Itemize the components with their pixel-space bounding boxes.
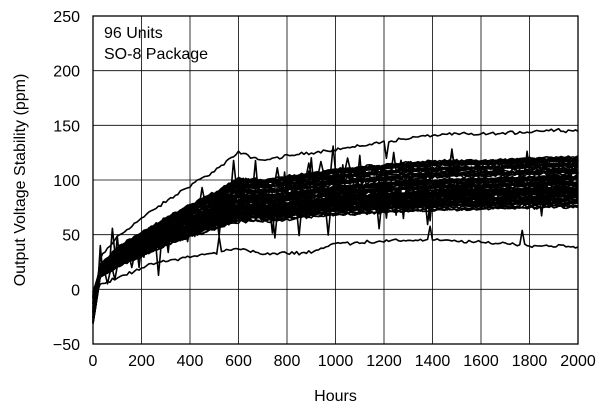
- axis-titles: Hours Output Voltage Stability (ppm): [12, 74, 357, 405]
- annotation-text: 96 Units: [104, 25, 163, 42]
- y-tick-label: 0: [71, 282, 80, 299]
- series-line: [92, 127, 579, 313]
- series-line: [92, 166, 579, 313]
- x-tick-label: 2000: [560, 353, 596, 370]
- series-line: [92, 181, 579, 298]
- x-tick-label: 1800: [512, 353, 548, 370]
- x-tick-label: 1400: [415, 353, 451, 370]
- x-tick-label: 400: [177, 353, 204, 370]
- x-tick-label: 1600: [463, 353, 499, 370]
- series-line: [92, 158, 579, 311]
- x-axis-title: Hours: [314, 388, 357, 405]
- x-tick-label: 1000: [318, 353, 354, 370]
- y-tick-label: 100: [53, 173, 80, 190]
- series-line: [92, 155, 579, 304]
- annotation-text: SO-8 Package: [104, 46, 208, 63]
- tick-labels: 0 200 400 600 800 1000 1200 1400 1600 1800 2000−50…: [53, 9, 596, 370]
- y-axis-title: Output Voltage Stability (ppm): [12, 74, 29, 287]
- y-tick-label: −50: [53, 337, 80, 354]
- x-tick-label: 800: [274, 353, 301, 370]
- series-line: [92, 175, 579, 294]
- series-line: [92, 195, 579, 318]
- y-tick-label: 150: [53, 118, 80, 135]
- x-tick-label: 1200: [366, 353, 402, 370]
- series-line: [92, 225, 579, 298]
- series-line: [92, 180, 579, 309]
- series-line: [92, 199, 579, 323]
- annotations: 96 Units SO-8 Package: [104, 25, 208, 63]
- x-tick-label: 600: [225, 353, 252, 370]
- x-tick-label: 200: [128, 353, 155, 370]
- series-group: [92, 127, 579, 324]
- x-tick-label: 0: [89, 353, 98, 370]
- plot-frame: [92, 15, 579, 345]
- y-tick-label: 250: [53, 9, 80, 26]
- y-tick-label: 50: [62, 228, 80, 245]
- series-line: [92, 170, 579, 308]
- y-tick-label: 200: [53, 64, 80, 81]
- series-line: [92, 171, 579, 296]
- series-line: [92, 191, 579, 305]
